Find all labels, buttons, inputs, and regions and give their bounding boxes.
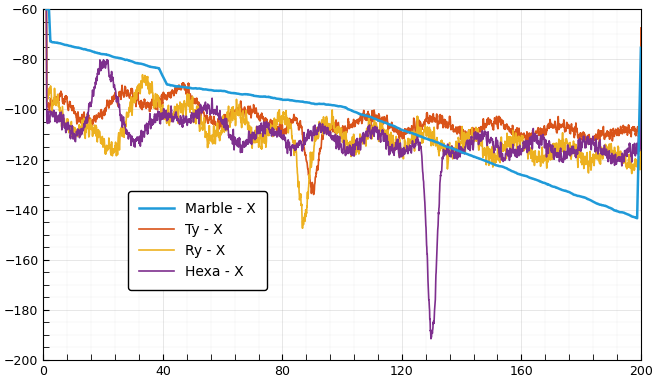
Ty - X [562, 126, 570, 130]
Marble - X [271, 96, 279, 100]
Marble - X [146, 64, 154, 69]
Ty - X [146, 109, 154, 114]
Hexa - X [296, 140, 304, 144]
Line: Ty - X: Ty - X [47, 12, 641, 194]
Ry - X [110, 150, 118, 155]
Ty - X [43, 10, 51, 14]
Ty - X [625, 128, 633, 133]
Ty - X [271, 123, 279, 128]
Marble - X [625, 213, 633, 217]
Ty - X [296, 120, 304, 124]
Marble - X [561, 188, 569, 193]
Hexa - X [271, 133, 279, 138]
Ry - X [637, 81, 645, 86]
Ry - X [43, 7, 51, 11]
Ty - X [309, 192, 317, 197]
Hexa - X [637, 71, 645, 76]
Ty - X [637, 26, 645, 30]
Ty - X [110, 97, 118, 102]
Line: Hexa - X: Hexa - X [47, 9, 641, 339]
Hexa - X [43, 7, 51, 11]
Line: Ry - X: Ry - X [47, 9, 641, 228]
Ry - X [562, 139, 570, 143]
Hexa - X [146, 119, 154, 123]
Ry - X [298, 226, 306, 231]
Hexa - X [110, 83, 118, 88]
Marble - X [43, 7, 51, 11]
Marble - X [633, 216, 641, 220]
Marble - X [110, 55, 118, 60]
Ry - X [625, 155, 633, 160]
Ry - X [271, 116, 279, 120]
Ry - X [146, 92, 154, 96]
Marble - X [296, 99, 304, 104]
Line: Marble - X: Marble - X [47, 9, 641, 218]
Hexa - X [427, 337, 435, 341]
Legend: Marble - X, Ty - X, Ry - X, Hexa - X: Marble - X, Ty - X, Ry - X, Hexa - X [128, 191, 267, 290]
Ry - X [296, 195, 304, 199]
Hexa - X [625, 141, 633, 146]
Marble - X [637, 45, 645, 50]
Hexa - X [562, 151, 570, 155]
